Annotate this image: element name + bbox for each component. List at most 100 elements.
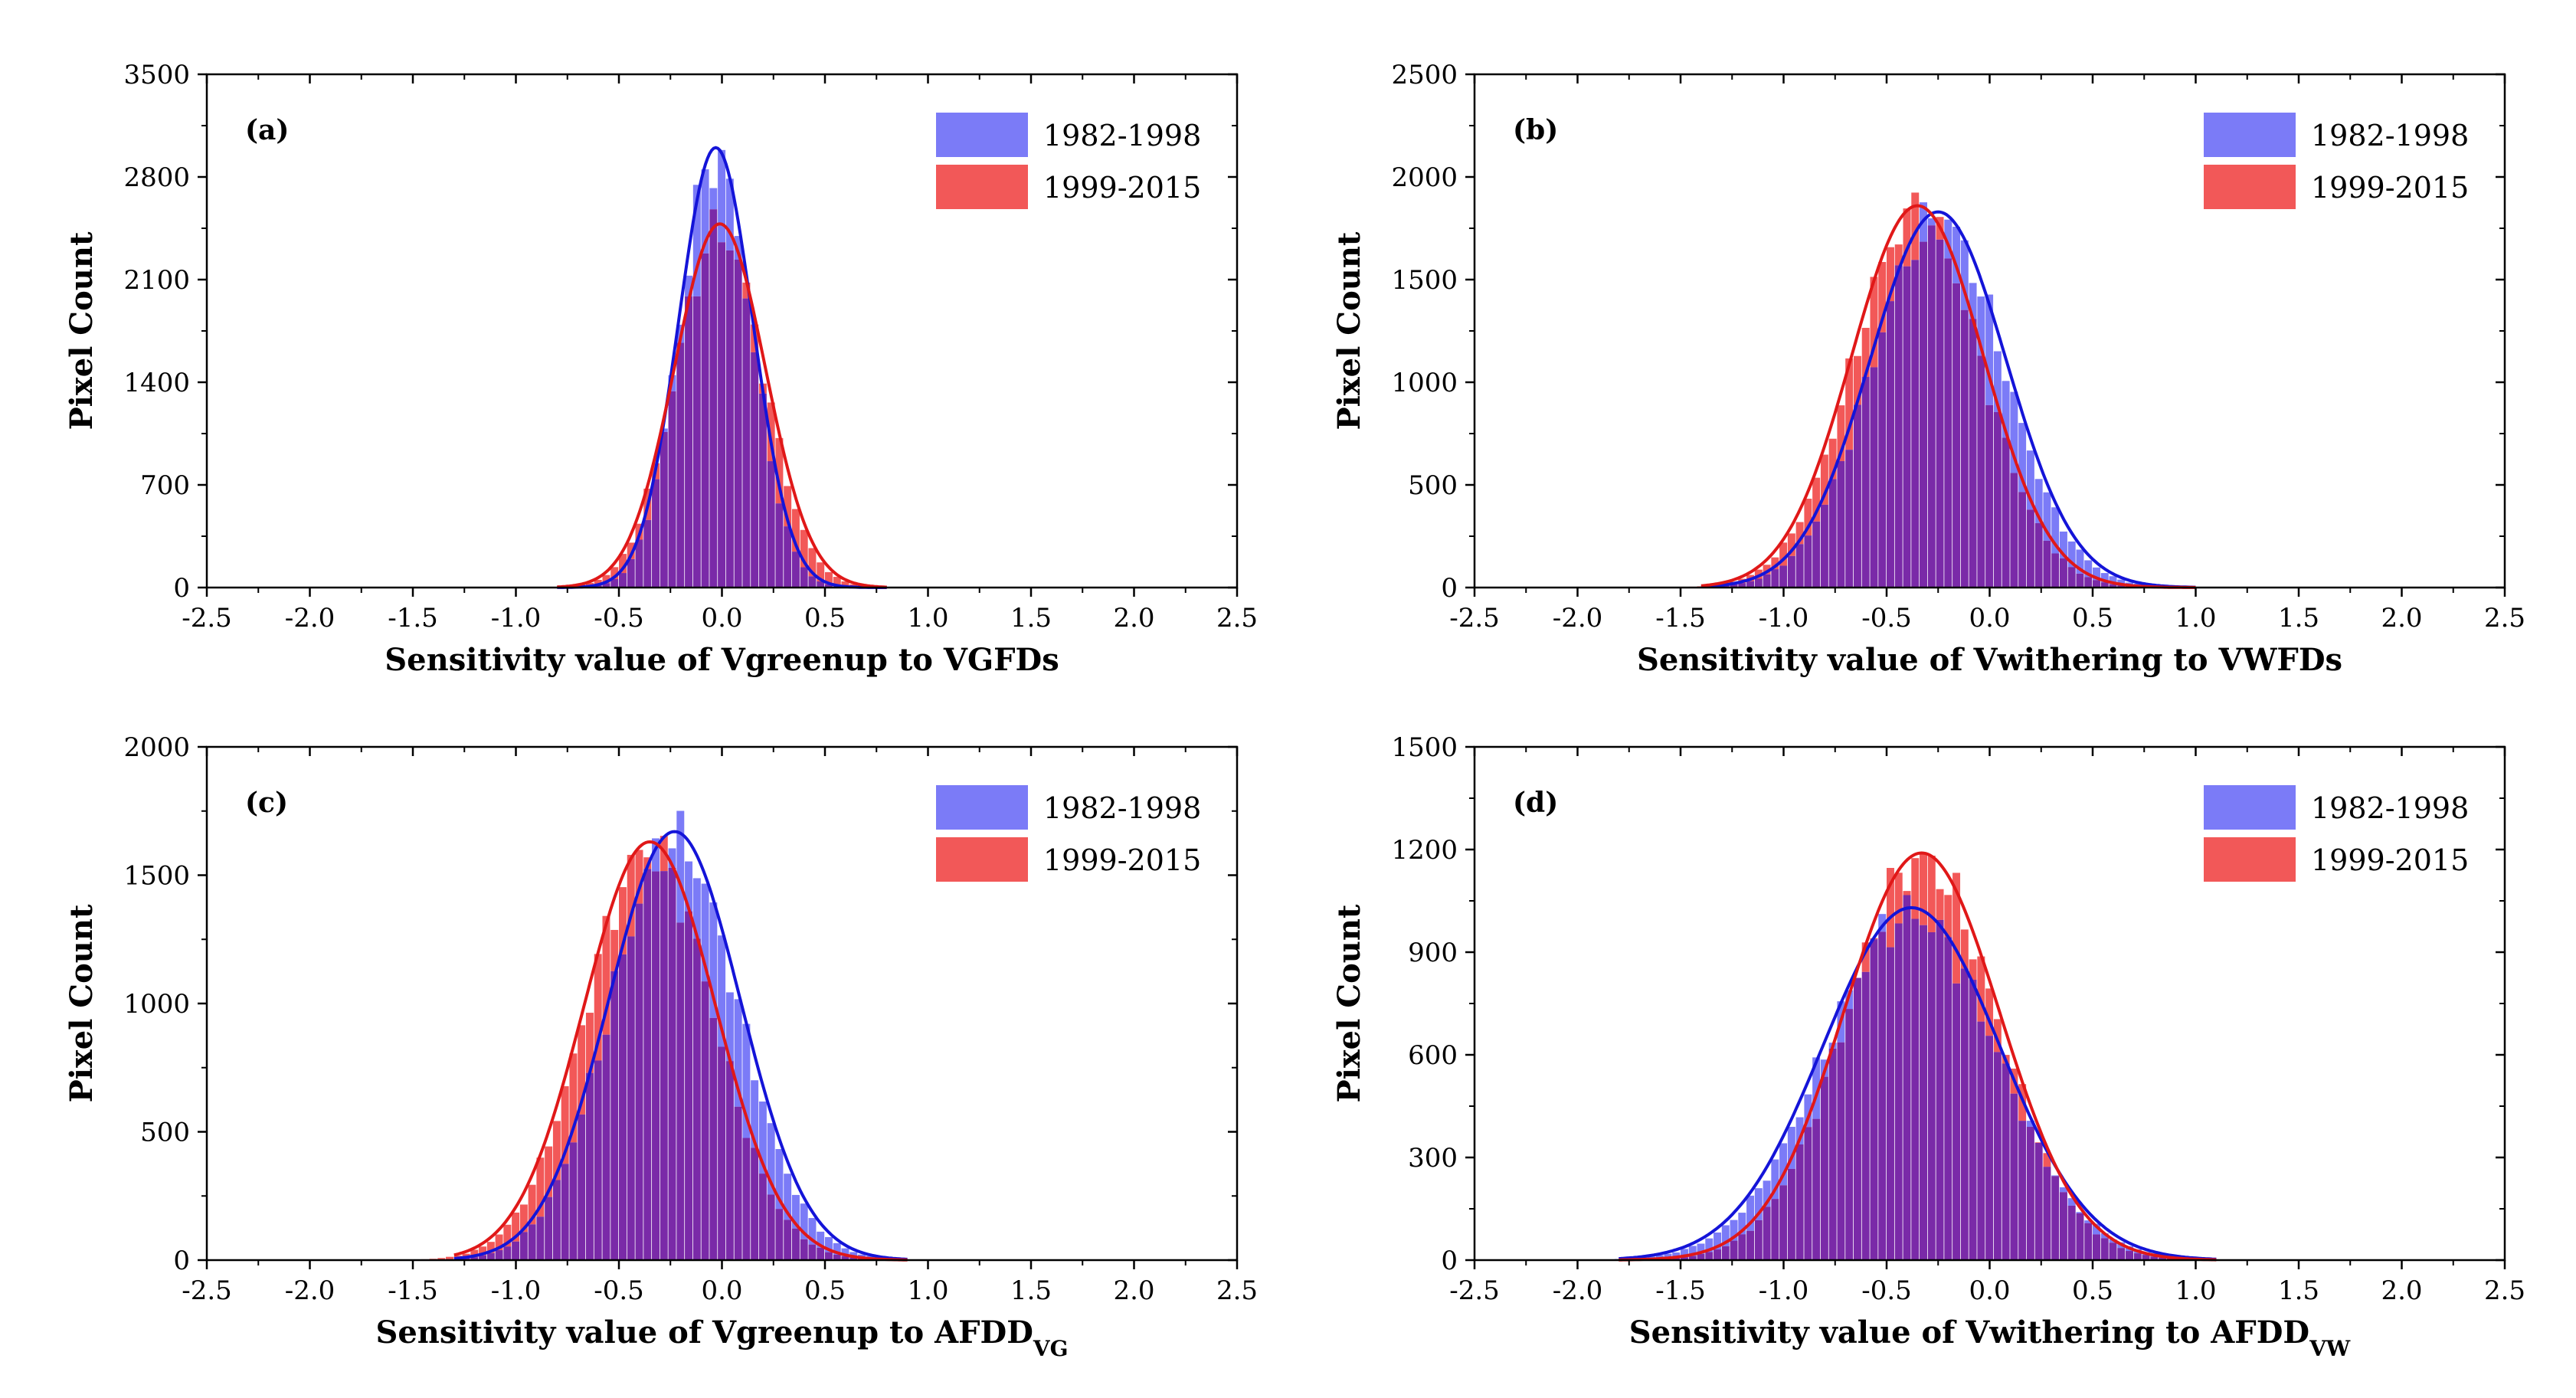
histogram-bar <box>569 1053 578 1143</box>
histogram-bar-overlap <box>2117 1248 2126 1260</box>
histogram-bar <box>2051 507 2060 554</box>
histogram-bar-overlap <box>1861 971 1870 1260</box>
histogram-bar <box>1887 868 1894 948</box>
x-axis: -2.5 -2.0 -1.5 -1.0 -0.5 0.0 0.5 1.0 1.5 2.0 2.5 <box>182 74 1258 634</box>
histogram-bar-overlap <box>1960 309 1969 588</box>
histogram-bar-overlap <box>1697 1253 1705 1260</box>
histogram-bar <box>1779 1143 1788 1186</box>
histogram-bar <box>1969 283 1977 319</box>
histogram-bar <box>1721 1225 1730 1246</box>
histogram-bar <box>692 185 701 296</box>
histogram-bar <box>2100 1233 2109 1239</box>
x-tick-label: -0.5 <box>1861 1275 1912 1306</box>
histogram-bar <box>676 810 685 923</box>
legend-swatch-1982-1998 <box>2204 785 2296 830</box>
histogram-bar-overlap <box>2018 1121 2027 1260</box>
histogram-bar <box>1952 873 1961 984</box>
histogram-bar <box>2051 1175 2060 1177</box>
histogram-bar-overlap <box>1795 1144 1804 1260</box>
histogram-bar-overlap <box>692 938 701 1260</box>
histogram-bar <box>758 1101 767 1174</box>
histogram-bar-overlap <box>676 922 685 1260</box>
histogram-bar <box>1936 889 1944 920</box>
histogram-bar-overlap <box>1969 980 1977 1260</box>
histogram-bar <box>808 1218 817 1245</box>
histogram-bar-overlap <box>808 576 817 588</box>
histogram-bar-overlap <box>725 1061 734 1260</box>
x-tick-label: 0.5 <box>804 603 846 634</box>
x-tick-label: -1.0 <box>491 1275 542 1306</box>
x-tick-label: 1.0 <box>907 603 948 634</box>
histogram-bar-overlap <box>1787 555 1795 588</box>
histogram-bar <box>2117 579 2126 586</box>
histogram-bar-overlap <box>1705 1252 1714 1260</box>
legend-label-1982-1998: 1982-1998 <box>1043 791 1201 825</box>
histogram-bar <box>1664 1253 1672 1259</box>
y-tick-label: 0 <box>173 1246 190 1276</box>
histogram-bar <box>552 1121 561 1180</box>
x-axis: -2.5 -2.0 -1.5 -1.0 -0.5 0.0 0.5 1.0 1.5 2.0 2.5 <box>1449 74 2525 634</box>
x-tick-label: -1.0 <box>1759 1275 1809 1306</box>
histogram-bar-overlap <box>2084 577 2093 588</box>
histogram-bar-overlap <box>751 352 759 588</box>
x-tick-label: 2.5 <box>1216 1275 1258 1306</box>
histogram-bar-overlap <box>536 1216 545 1260</box>
histogram-bar <box>1903 891 1911 895</box>
histogram-bar <box>791 1194 800 1229</box>
histogram-bar <box>2067 541 2076 568</box>
histogram-bar-overlap <box>1746 1230 1755 1260</box>
histogram-bar-overlap <box>594 585 602 588</box>
histogram-bar <box>1795 1117 1804 1144</box>
histogram-bar-overlap <box>1993 411 2002 588</box>
histogram-bar-overlap <box>692 296 701 588</box>
histogram-bar-overlap <box>2002 1063 2010 1260</box>
histogram-bar <box>561 1085 569 1164</box>
histogram-bar <box>446 1256 453 1259</box>
histogram-bar-overlap <box>1681 1257 1688 1260</box>
histogram-bar-overlap <box>2084 1223 2093 1260</box>
panel-label: (a) <box>245 114 289 146</box>
histogram-bar <box>1927 218 1936 226</box>
histogram-bar <box>784 486 792 527</box>
histogram-bar <box>1837 405 1845 461</box>
histogram-bar <box>742 282 751 299</box>
chart-panel-2: -2.5 -2.0 -1.5 -1.0 -0.5 0.0 0.5 1.0 1.5 2.0 2.5 0 5… <box>1331 60 2525 678</box>
fit-curve-1999-2015 <box>453 840 908 1262</box>
histogram-bar <box>1771 557 1779 570</box>
x-tick-label: 2.5 <box>2484 1275 2525 1306</box>
histogram-bar <box>1697 1243 1705 1254</box>
x-tick-label: -0.5 <box>594 1275 644 1306</box>
histogram-bar-overlap <box>1903 266 1911 588</box>
histogram-bar-overlap <box>676 342 685 588</box>
histogram-bar <box>1688 1246 1697 1256</box>
histogram-bar <box>1714 1232 1721 1250</box>
histogram-bar <box>1887 247 1894 302</box>
histogram-bar <box>545 1146 553 1197</box>
histogram-bar <box>1903 208 1911 267</box>
histogram-bar <box>1828 438 1837 480</box>
histogram-bar <box>1993 1019 2002 1053</box>
histogram-bar <box>2059 531 2067 558</box>
histogram-bar-overlap <box>718 1046 726 1260</box>
histogram-bar-overlap <box>1894 923 1903 1260</box>
legend-swatch-1999-2015 <box>936 837 1028 882</box>
y-tick-label: 2800 <box>123 162 190 193</box>
histogram-bar <box>1878 262 1887 332</box>
histogram-bar-overlap <box>635 903 643 1260</box>
histogram-bar <box>2026 1121 2034 1128</box>
histogram-bar-overlap <box>1878 931 1887 1260</box>
histogram-bar-overlap <box>685 296 693 588</box>
histogram-bar-overlap <box>775 1209 784 1260</box>
histogram-bar-overlap <box>2109 584 2117 588</box>
histogram-bar <box>2018 423 2027 493</box>
histogram-bars <box>1614 853 2208 1260</box>
histogram-bar-overlap <box>643 519 652 588</box>
histogram-bar-overlap <box>1870 367 1878 588</box>
histogram-bar <box>2084 1220 2093 1223</box>
y-tick-label: 2000 <box>1391 162 1458 193</box>
fit-curve-1982-1998 <box>557 146 887 589</box>
histogram-bar-overlap <box>503 1246 512 1260</box>
x-tick-label: -1.0 <box>491 603 542 634</box>
histogram-bar-overlap <box>1887 947 1894 1260</box>
